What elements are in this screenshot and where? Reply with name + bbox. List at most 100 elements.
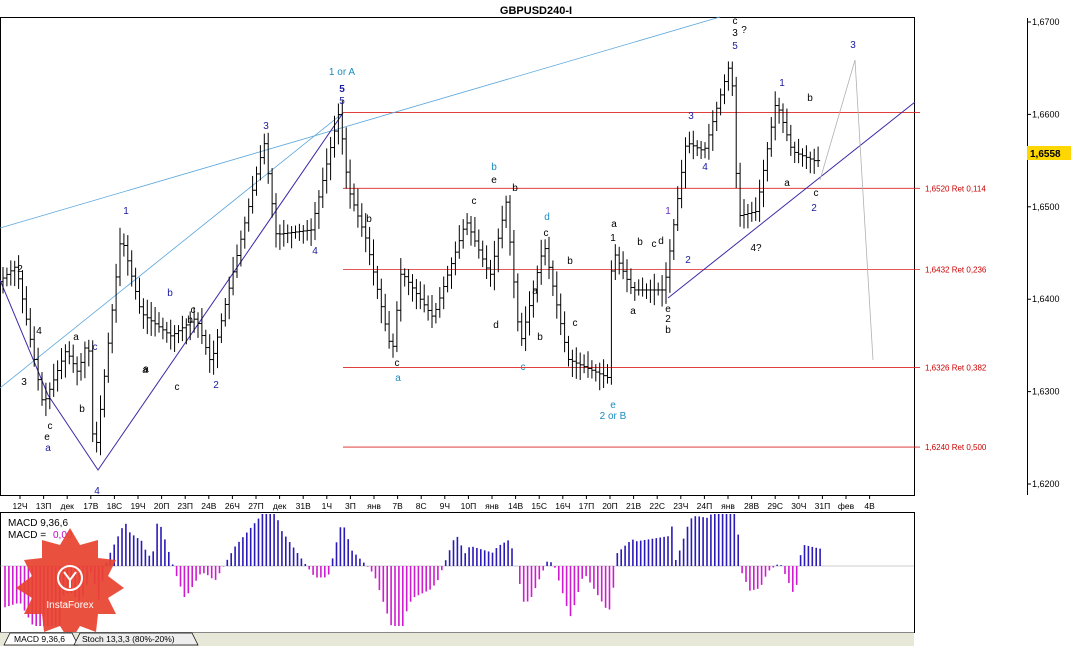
wave-label: a: [73, 332, 79, 343]
instaforex-logo: InstaForex: [16, 528, 124, 642]
wave-label: 2: [17, 264, 23, 275]
x-tick-label: 27П: [248, 501, 264, 511]
wave-labels: 1 or A55314bcc4a234abcae2bacabcbebcdcdcb…: [17, 16, 856, 497]
wave-label: a: [395, 373, 401, 384]
macd-eq-label: MACD =: [8, 530, 46, 541]
wave-label: 1: [665, 206, 671, 217]
x-tick-label: 23Ч: [673, 501, 688, 511]
x-tick-label: 17П: [579, 501, 595, 511]
fib-levels: 1,6520 Ret 0,114 1,6432 Ret 0,236 1,6326 R…: [343, 112, 987, 452]
macd-panel-frame: [0, 512, 915, 633]
x-tick-label: 8С: [416, 501, 427, 511]
wave-label: 3: [850, 40, 856, 51]
tab-macd[interactable]: MACD 9,36,6: [3, 632, 79, 646]
x-tick-label: 13П: [36, 501, 52, 511]
wave-label: ?: [741, 25, 747, 36]
wave-label: 1: [779, 78, 785, 89]
x-tick-label: 18С: [107, 501, 123, 511]
wave-label: e: [491, 175, 497, 186]
trendline-support: [667, 101, 916, 299]
wave-label: 3: [263, 121, 269, 132]
fib-label: 1,6520 Ret 0,114: [925, 184, 986, 193]
wave-label: b: [567, 256, 573, 267]
wave-label: b: [79, 404, 85, 415]
wave-label: a: [784, 178, 790, 189]
tab-strip: [0, 632, 914, 646]
x-tick-label: 14В: [508, 501, 523, 511]
y-tick-label: 1,6300: [1032, 387, 1060, 397]
wave-label: c: [573, 318, 578, 329]
y-tick-label: 1,6600: [1032, 109, 1060, 119]
wave-label: 4: [36, 326, 42, 337]
x-tick-label: 7В: [392, 501, 403, 511]
x-tick-label: фев: [838, 501, 855, 511]
y-axis: 1,6700 1,6600 1,6500 1,6400 1,6300 1,6200: [1027, 17, 1060, 495]
main-panel-frame: [0, 17, 915, 496]
wave-label: a: [611, 219, 617, 230]
svg-text:Stoch 13,3,3 (80%-20%): Stoch 13,3,3 (80%-20%): [82, 634, 175, 644]
wave-label: e: [665, 304, 671, 315]
wave-label: c: [472, 196, 477, 207]
x-tick-label: 1Ч: [322, 501, 332, 511]
x-tick-label: янв: [367, 501, 381, 511]
wave-label: b: [366, 214, 372, 225]
wave-label: a: [143, 364, 149, 375]
wave-label: 5: [732, 41, 738, 52]
wave-label: 1 or A: [329, 67, 355, 78]
wave-label: d: [493, 320, 499, 331]
x-tick-label: 31П: [815, 501, 831, 511]
x-tick-label: 19Ч: [130, 501, 145, 511]
wave-label: e: [610, 400, 616, 411]
y-tick-label: 1,6400: [1032, 294, 1060, 304]
x-tick-label: 4В: [864, 501, 875, 511]
wave-label: 2: [685, 255, 691, 266]
logo-emblem: [57, 565, 83, 591]
wave-label: b: [637, 237, 643, 248]
current-price-box: [1027, 146, 1071, 160]
tab-stoch[interactable]: Stoch 13,3,3 (80%-20%): [73, 632, 199, 646]
x-tick-label: 24В: [201, 501, 216, 511]
x-tick-label: 20П: [154, 501, 170, 511]
y-tick-label: 1,6200: [1032, 479, 1060, 489]
wave-label: 2: [811, 203, 817, 214]
wave-label: 3: [21, 377, 27, 388]
wave-label: 3: [732, 28, 738, 39]
macd-value: 0,00: [53, 530, 73, 541]
wave-label: a: [532, 286, 538, 297]
y-tick-label: 1,6700: [1032, 17, 1060, 27]
wave-label: 1: [123, 206, 129, 217]
wave-label: 4: [312, 246, 318, 257]
wave-label: 4?: [750, 243, 762, 254]
x-tick-label: 17В: [83, 501, 98, 511]
wave-label: 4: [94, 486, 100, 497]
wave-label: a: [630, 306, 636, 317]
wave-label: c: [48, 421, 53, 432]
wave-label: c: [652, 239, 657, 250]
x-tick-label: дек: [273, 501, 287, 511]
wave-label: 5: [339, 84, 345, 95]
wave-label: b: [187, 315, 193, 326]
fib-label: 1,6432 Ret 0,236: [925, 266, 987, 275]
x-tick-label: 12Ч: [12, 501, 27, 511]
logo-emblem-mark: [63, 571, 77, 588]
wave-label: 2: [665, 314, 671, 325]
trendline-left: [0, 112, 344, 389]
x-tick-label: дек: [60, 501, 74, 511]
x-tick-label: 28В: [744, 501, 759, 511]
wave-label: b: [512, 183, 518, 194]
x-tick-label: янв: [485, 501, 499, 511]
macd-histogram: [4, 514, 821, 626]
wave-label: c: [814, 188, 819, 199]
trendline-long: [0, 16, 721, 229]
wave-label: 2: [213, 380, 219, 391]
wave-label: d: [544, 212, 550, 223]
x-tick-label: 20П: [602, 501, 618, 511]
x-tick-label: янв: [721, 501, 735, 511]
wave-label: b: [537, 332, 543, 343]
wave-label: b: [807, 93, 813, 104]
wave-label: c: [521, 362, 526, 373]
x-tick-label: 21В: [626, 501, 641, 511]
logo-text: InstaForex: [46, 600, 93, 611]
wave-label: 4: [702, 162, 708, 173]
wave-label: c: [395, 358, 400, 369]
